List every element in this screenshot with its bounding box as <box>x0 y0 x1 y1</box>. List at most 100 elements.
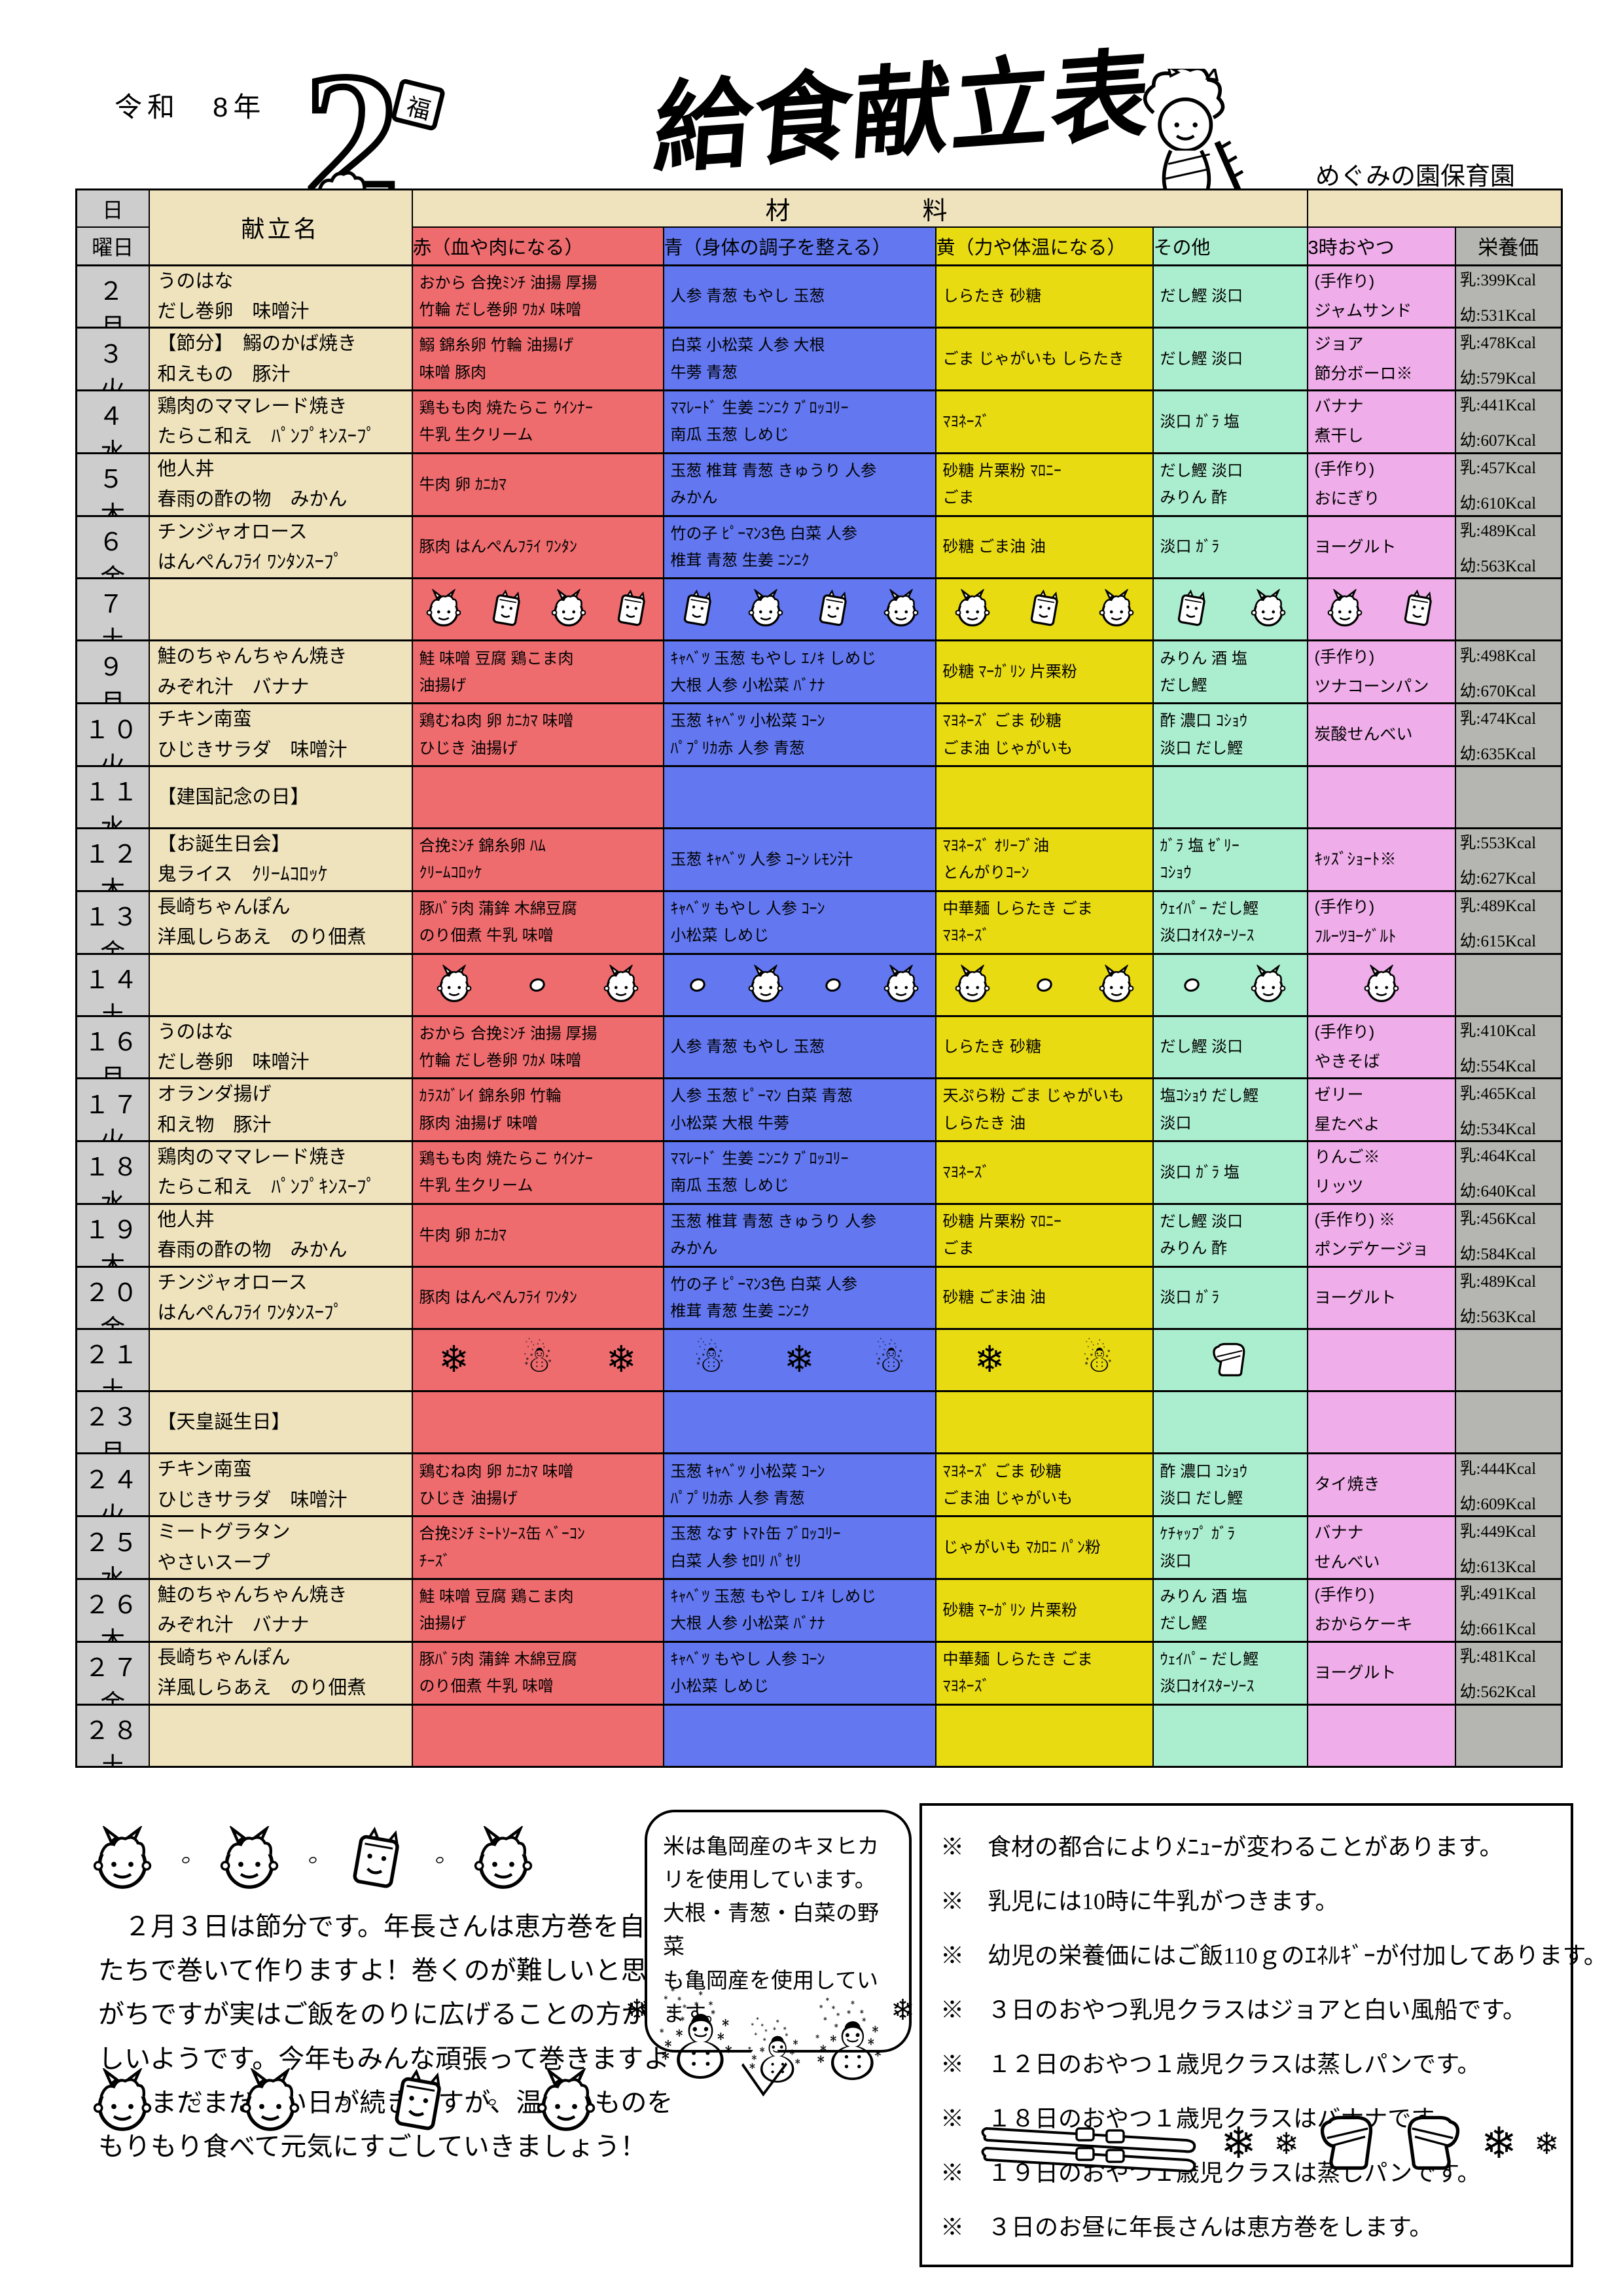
day-number: ５ <box>98 466 127 494</box>
nutrition-child: 幼:635Kcal <box>1459 745 1537 763</box>
header-day: 日 <box>75 188 150 228</box>
yellow-text: ﾏﾖﾈｰｽﾞ ごま 砂糖 ごま油 じゃがいも <box>942 1462 1073 1507</box>
yellow-text: じゃがいも ﾏｶﾛﾆ ﾊﾟﾝ粉 <box>942 1538 1101 1556</box>
weekday-label: 金 <box>100 1683 125 1703</box>
menu-name-cell: チキン南蛮 ひじきサラダ 味噌汁 <box>148 702 413 767</box>
blue-text: 竹の子 ﾋﾟｰﾏﾝ3色 白菜 人参 椎茸 青葱 生姜 ﾆﾝﾆｸ <box>670 1275 857 1321</box>
nutrition-cell <box>1454 1703 1563 1768</box>
other-text: 酢 濃口 ｺｼｮｳ 淡口 だし鰹 <box>1160 1462 1247 1507</box>
table-row: ２１土❄☃❄☃❄☃❄☃ <box>75 1328 1563 1392</box>
weekday-label: 火 <box>100 1121 125 1140</box>
nutrition-cell: 乳:489Kcal 幼:563Kcal <box>1454 1265 1563 1330</box>
menu-name-cell: うのはな だし巻卵 味噌汁 <box>148 264 413 329</box>
yellow-text: しらたき 砂糖 <box>942 287 1042 306</box>
day-cell: １６ 月 <box>75 1014 150 1079</box>
menu-name-cell: 他人丼 春雨の酢の物 みかん <box>148 452 413 517</box>
other-text: 淡口 ｶﾞﾗ <box>1160 538 1220 556</box>
other-ingredients-cell: ｳｪｲﾊﾟｰ だし鰹 淡口ｵｲｽﾀｰｿｰｽ <box>1152 1640 1308 1706</box>
menu-name-cell: うのはな だし巻卵 味噌汁 <box>148 1014 413 1079</box>
weekday-label: 金 <box>100 558 125 577</box>
red-ingredients-cell: 鶏もも肉 焼たらこ ｳｲﾝﾅｰ 牛乳 生クリーム <box>411 389 664 454</box>
day-cell: ２１土 <box>75 1328 150 1392</box>
bean-icon <box>677 965 718 1005</box>
other-text: 塩ｺｼｮｳ だし鰹 淡口 <box>1160 1087 1259 1132</box>
menu-name-cell: 【天皇誕生日】 <box>148 1390 413 1454</box>
nutrition-child: 幼:563Kcal <box>1459 558 1537 576</box>
oni-icon <box>601 965 641 1005</box>
day-cell: ２０金 <box>75 1265 150 1330</box>
day-cell: ５木 <box>75 452 150 517</box>
bean-icon <box>1024 965 1065 1005</box>
yellow-text: 砂糖 ごま油 油 <box>942 1289 1046 1307</box>
nutrition-cell: 乳:474Kcal 幼:635Kcal <box>1454 702 1563 767</box>
era-year: 令和 8年 <box>115 92 266 122</box>
blue-ingredients-cell: 人参 青葱 もやし 玉葱 <box>662 264 936 329</box>
snowflake-icon: ❄ <box>1221 2118 1257 2168</box>
nutrition-cell: 乳:449Kcal 幼:613Kcal <box>1454 1515 1563 1580</box>
nutrition-cell <box>1454 577 1563 641</box>
menu-name-cell <box>148 1328 413 1392</box>
snack-cell <box>1306 952 1456 1017</box>
menu-name: 【お誕生日会】 鬼ライス ｸﾘｰﾑｺﾛｯｹ <box>157 833 328 886</box>
snack-text: (手作り) おにぎり <box>1314 460 1380 509</box>
header-yellow-group: 黄（力や体温になる） <box>935 226 1154 266</box>
yellow-ingredients-cell: ❄ ☃ <box>935 1328 1154 1392</box>
card-icon <box>1171 589 1212 630</box>
nutrition-child: 幼:584Kcal <box>1459 1246 1537 1264</box>
menu-name: オランダ揚げ 和え物 豚汁 <box>157 1084 272 1136</box>
mitten-icon <box>1399 2111 1464 2176</box>
other-text: だし鰹 淡口 <box>1160 287 1243 306</box>
card-icon <box>1398 589 1438 630</box>
red-ingredients-cell: おから 合挽ﾐﾝﾁ 油揚 厚揚 竹輪 だし巻卵 ﾜｶﾒ 味噌 <box>411 264 664 329</box>
other-ingredients-cell: ｹﾁｬｯﾌﾟ ｶﾞﾗ 淡口 <box>1152 1515 1308 1580</box>
day-number: ４ <box>98 403 127 431</box>
weekday-label: 木 <box>100 1621 125 1640</box>
other-text: だし鰹 淡口 みりん 酢 <box>1160 461 1243 507</box>
nutrition-cell <box>1454 952 1563 1017</box>
red-text: ｶﾗｽｶﾞﾚｲ 錦糸卵 竹輪 豚肉 油揚げ 味噌 <box>419 1087 562 1132</box>
red-ingredients-cell: 鶏むね肉 卵 ｶﾆｶﾏ 味噌 ひじき 油揚げ <box>411 702 664 767</box>
nutrition-cell: 乳:498Kcal 幼:670Kcal <box>1454 639 1563 704</box>
snack-cell: (手作り) やきそば <box>1306 1014 1456 1079</box>
day-cell: ２８土 <box>75 1703 150 1768</box>
day-cell: １７ 火 <box>75 1077 150 1142</box>
menu-name-cell <box>148 1703 413 1768</box>
day-cell: ９月 <box>75 639 150 704</box>
yellow-text: 中華麺 しらたき ごま ﾏﾖﾈｰｽﾞ <box>942 899 1093 945</box>
day-number: １６ <box>84 1028 141 1056</box>
menu-name: チンジャオロース はんぺんﾌﾗｲ ﾜﾝﾀﾝｽｰﾌﾟ <box>157 521 344 573</box>
yellow-ingredients-cell: ごま じゃがいも しらたき <box>935 327 1154 391</box>
nutrition-cell: 乳:399Kcal 幼:531Kcal <box>1454 264 1563 329</box>
menu-name-cell: 【建国記念の日】 <box>148 764 413 829</box>
yellow-text: 砂糖 ﾏｰｶﾞﾘﾝ 片栗粉 <box>942 663 1077 681</box>
other-ingredients-cell: みりん 酒 塩 だし鰹 <box>1152 639 1308 704</box>
oni-icon <box>215 1826 283 1894</box>
oni-icon <box>745 589 786 630</box>
other-text: だし鰹 淡口 <box>1160 350 1243 368</box>
notes-box: ※ 食材の都合によりﾒﾆｭｰが変わることがあります。 ※ 乳児には10時に牛乳が… <box>919 1803 1607 2267</box>
red-ingredients-cell: 鮭 味噌 豆腐 鶏こま肉 油揚げ <box>411 639 664 704</box>
day-cell: １９木 <box>75 1202 150 1268</box>
table-row: ２３月【天皇誕生日】 <box>75 1390 1563 1454</box>
bean-icon <box>303 1850 323 1870</box>
weekday-label: 土 <box>100 1746 125 1766</box>
blue-ingredients-cell: ｷｬﾍﾞﾂ もやし 人参 ｺｰﾝ 小松菜 しめじ <box>662 1640 936 1706</box>
nutrition-milk: 乳:399Kcal <box>1459 271 1537 289</box>
table-row: １４ 土 <box>75 952 1563 1017</box>
blue-ingredients-cell: 竹の子 ﾋﾟｰﾏﾝ3色 白菜 人参 椎茸 青葱 生姜 ﾆﾝﾆｸ <box>662 514 936 579</box>
yellow-ingredients-cell: 砂糖 ﾏｰｶﾞﾘﾝ 片栗粉 <box>935 639 1154 704</box>
snack-cell: ジョア 節分ボーロ※ <box>1306 327 1456 391</box>
day-cell: １１ 水 <box>75 764 150 829</box>
day-number: ７ <box>98 591 127 619</box>
oni-icon <box>469 1826 537 1894</box>
red-text: 牛肉 卵 ｶﾆｶﾏ <box>419 475 507 493</box>
oni-icon <box>423 589 464 630</box>
snack-cell: (手作り) ※ ポンデケージョ <box>1306 1202 1456 1268</box>
yellow-ingredients-cell <box>935 952 1154 1017</box>
oni-icon <box>342 1826 410 1894</box>
snowflake-icon: ❄ <box>1480 2118 1518 2168</box>
other-ingredients-cell <box>1152 952 1308 1017</box>
